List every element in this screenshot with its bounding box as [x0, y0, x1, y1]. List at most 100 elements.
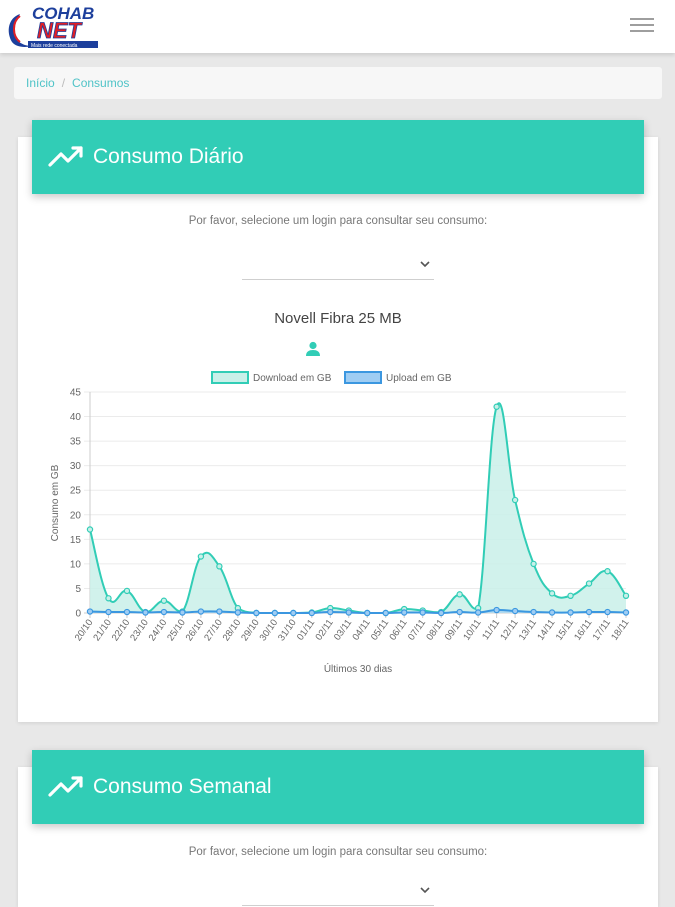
download-point	[123, 587, 131, 595]
weekly-card-title: Consumo Semanal	[93, 775, 272, 798]
upload-point	[364, 609, 371, 617]
breadcrumb-current-link[interactable]: Consumos	[72, 76, 130, 90]
x-tick-label: 18/11	[609, 617, 631, 642]
logo-top-text: COHAB	[32, 4, 94, 23]
x-tick-label: 14/11	[535, 617, 557, 642]
upload-point	[86, 608, 94, 615]
x-tick-label: 02/11	[313, 617, 335, 642]
x-tick-label: 04/11	[350, 617, 372, 642]
x-tick-label: 08/11	[424, 617, 446, 642]
download-point	[604, 568, 611, 575]
upload-point	[456, 608, 463, 616]
download-point	[456, 591, 463, 598]
download-point	[160, 597, 168, 604]
chevron-down-icon	[420, 261, 430, 268]
y-tick-label: 10	[70, 559, 82, 570]
download-line	[89, 402, 627, 614]
upload-point	[345, 609, 352, 616]
x-tick-label: 09/11	[443, 617, 465, 642]
upload-point	[308, 609, 315, 617]
upload-point	[437, 609, 445, 617]
user-icon	[306, 341, 320, 356]
download-point	[622, 592, 630, 600]
legend-upload-swatch[interactable]	[344, 371, 382, 384]
daily-card-title: Consumo Diário	[93, 145, 244, 168]
download-point	[216, 563, 223, 570]
chart-series	[86, 402, 630, 617]
x-tick-label: 13/11	[517, 617, 539, 642]
x-tick-label: 20/10	[73, 617, 96, 643]
legend-upload-label: Upload em GB	[386, 373, 452, 384]
upload-point	[234, 609, 242, 616]
chart-x-ticks: 20/1021/1022/1023/1024/1025/1026/1027/10…	[73, 617, 632, 643]
chevron-down-icon	[420, 887, 430, 894]
download-point	[197, 553, 205, 560]
download-point	[86, 526, 94, 533]
upload-point	[548, 609, 556, 616]
upload-point	[382, 609, 389, 617]
y-tick-label: 35	[70, 437, 82, 448]
upload-point	[419, 609, 426, 616]
x-tick-label: 05/11	[369, 617, 391, 642]
x-tick-label: 16/11	[572, 617, 594, 642]
legend-download-swatch[interactable]	[211, 371, 249, 384]
y-tick-label: 5	[75, 584, 81, 595]
x-tick-label: 01/11	[295, 617, 317, 642]
download-point	[511, 496, 519, 504]
upload-point	[474, 609, 482, 616]
x-tick-label: 07/11	[406, 617, 428, 642]
weekly-login-prompt: Por favor, selecione um login para consu…	[188, 846, 488, 858]
upload-point	[179, 609, 186, 616]
daily-login-prompt: Por favor, selecione um login para consu…	[188, 215, 488, 227]
download-point	[585, 580, 593, 587]
x-tick-label: 10/11	[461, 617, 483, 642]
x-tick-label: 25/10	[165, 617, 188, 643]
y-tick-label: 20	[70, 510, 82, 521]
daily-consumption-chart: Download em GB Upload em GB 0 5 10 15 20 25 30…	[50, 371, 632, 675]
download-area	[90, 403, 626, 613]
x-tick-label: 30/10	[258, 617, 281, 643]
trending-up-icon	[48, 146, 83, 167]
x-tick-label: 31/10	[276, 617, 299, 643]
x-tick-label: 23/10	[128, 617, 151, 643]
upload-point	[530, 608, 537, 616]
legend-download-label: Download em GB	[253, 373, 332, 384]
y-tick-label: 30	[70, 461, 82, 472]
upload-point	[123, 608, 131, 616]
x-tick-label: 06/11	[387, 617, 409, 642]
breadcrumb-home-link[interactable]: Início	[26, 76, 55, 90]
x-tick-label: 03/11	[332, 617, 354, 642]
cohabnet-logo[interactable]: COHAB NET Mais rede conectada	[4, 2, 108, 50]
logo-tagline: Mais rede conectada	[31, 43, 78, 49]
hamburger-menu-icon[interactable]	[630, 18, 654, 36]
x-tick-label: 29/10	[239, 617, 262, 643]
download-point	[548, 590, 556, 597]
upload-point	[401, 609, 408, 616]
weekly-card-header: Consumo Semanal	[32, 750, 644, 824]
daily-card-header: Consumo Diário	[32, 120, 644, 194]
y-tick-label: 0	[75, 609, 81, 620]
upload-point	[253, 609, 260, 617]
top-navbar: COHAB NET Mais rede conectada	[0, 0, 675, 53]
upload-point	[585, 608, 593, 616]
breadcrumb-separator: /	[61, 76, 66, 90]
upload-point	[105, 608, 112, 616]
y-tick-label: 45	[70, 388, 82, 399]
x-tick-label: 12/11	[498, 617, 520, 642]
upload-point	[160, 608, 168, 616]
upload-point	[511, 607, 519, 615]
trending-up-icon	[48, 776, 83, 797]
upload-point	[567, 609, 574, 616]
daily-login-select[interactable]	[242, 251, 434, 280]
upload-point	[604, 608, 611, 616]
x-tick-label: 17/11	[591, 617, 613, 642]
chart-gridlines	[84, 391, 627, 618]
x-tick-label: 21/10	[91, 617, 114, 643]
weekly-login-select[interactable]	[242, 877, 434, 906]
x-tick-label: 28/10	[221, 617, 244, 643]
y-tick-label: 15	[70, 535, 82, 546]
download-point	[530, 560, 537, 568]
chart-y-axis-label: Consumo em GB	[50, 464, 61, 541]
chart-y-ticks: 0 5 10 15 20 25 30 35 40 45	[70, 388, 82, 620]
x-tick-label: 22/10	[110, 617, 133, 643]
